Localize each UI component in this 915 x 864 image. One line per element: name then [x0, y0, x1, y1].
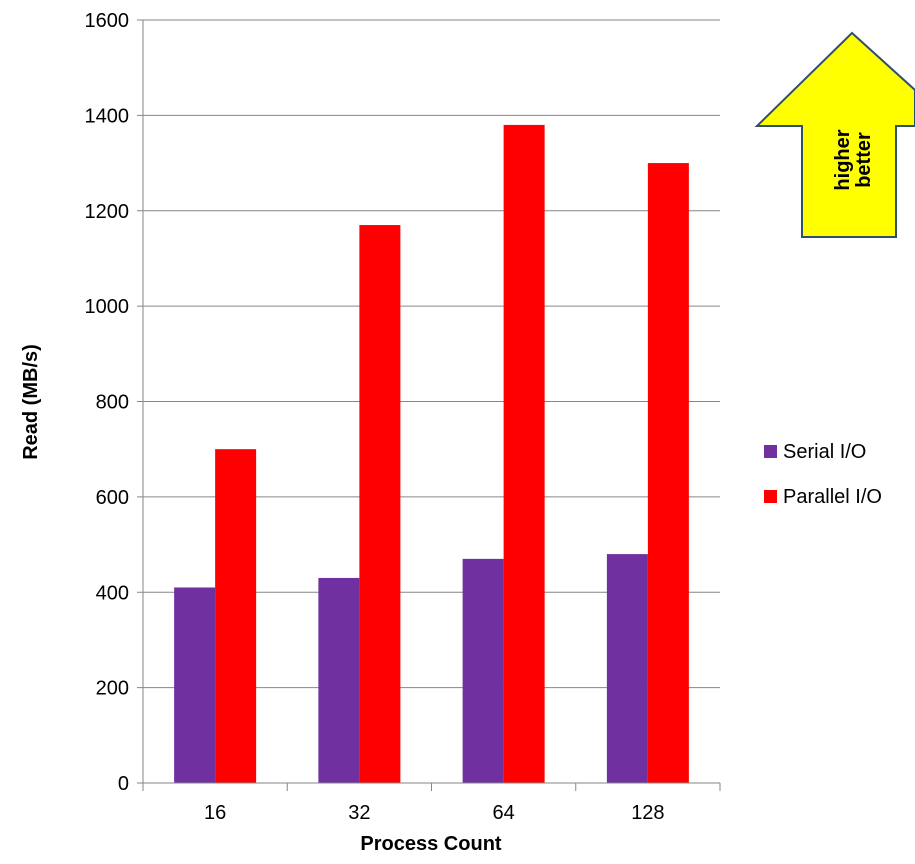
callout-line-higher: higher [832, 129, 854, 190]
callout-line-better: better [853, 132, 875, 188]
axes [137, 19, 721, 791]
legend-label-parallel: Parallel I/O [783, 486, 882, 508]
legend-swatch-parallel [764, 490, 777, 503]
x-tick-label: 64 [493, 802, 515, 824]
bar-serial-i-o-64 [462, 558, 504, 783]
x-tick-label: 128 [631, 802, 664, 824]
x-tick-label: 32 [348, 802, 370, 824]
legend-label-serial: Serial I/O [783, 441, 866, 463]
y-tick-label: 200 [96, 678, 129, 700]
bar-parallel-i-o-16 [215, 449, 257, 783]
x-axis-title: Process Count [360, 833, 501, 855]
legend: Serial I/O Parallel I/O [764, 441, 882, 508]
y-tick-label: 400 [96, 582, 129, 604]
x-tick-label: 16 [204, 802, 226, 824]
bar-parallel-i-o-128 [647, 163, 689, 783]
bar-serial-i-o-16 [174, 587, 216, 783]
y-tick-label: 1600 [85, 10, 130, 32]
y-axis-title: Read (MB/s) [20, 344, 42, 460]
legend-swatch-serial [764, 445, 777, 458]
y-tick-label: 1200 [85, 201, 130, 223]
higher-better-callout: higher better [754, 31, 915, 238]
y-tick-label: 0 [118, 773, 129, 795]
y-tick-labels: 0 200 400 600 800 1000 1200 1400 1600 [85, 10, 130, 795]
y-tick-label: 800 [96, 392, 129, 414]
bar-parallel-i-o-64 [503, 124, 545, 784]
x-tick-labels: 16 32 64 128 [204, 802, 665, 824]
bar-serial-i-o-32 [318, 577, 360, 783]
bars [174, 124, 689, 784]
y-tick-label: 1000 [85, 296, 130, 318]
bar-parallel-i-o-32 [359, 225, 401, 783]
y-tick-label: 600 [96, 487, 129, 509]
up-arrow-icon [754, 31, 915, 238]
bar-serial-i-o-128 [606, 554, 648, 783]
y-tick-label: 1400 [85, 105, 130, 127]
